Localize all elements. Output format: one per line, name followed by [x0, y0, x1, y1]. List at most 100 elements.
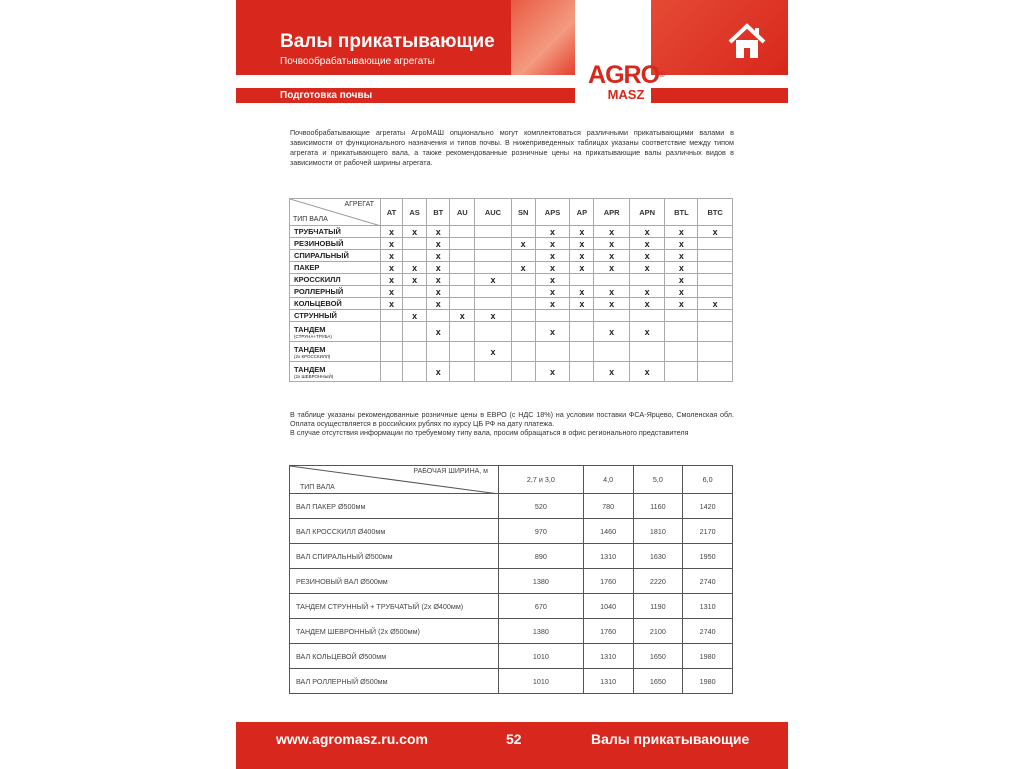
- matrix-cell: x: [379, 297, 404, 310]
- matrix-cell: [474, 225, 512, 238]
- footer-bar: www.agromasz.ru.com 52 Валы прикатывающи…: [236, 722, 788, 769]
- shaft-name: ВАЛ КОЛЬЦЕВОЙ Ø500мм: [289, 643, 499, 669]
- matrix-cell: [449, 261, 476, 274]
- matrix-cell: x: [628, 321, 666, 342]
- matrix-cell: [510, 297, 536, 310]
- matrix-cell: x: [697, 297, 733, 310]
- matrix-cell: [510, 341, 536, 362]
- check-mark: x: [644, 250, 650, 261]
- matrix-cell: x: [474, 309, 512, 322]
- matrix-cell: [474, 237, 512, 250]
- matrix-cell: [510, 249, 536, 262]
- check-mark: x: [412, 310, 418, 321]
- matrix-row: СТРУННЫЙ x x x: [289, 309, 733, 322]
- check-mark: x: [435, 238, 441, 249]
- matrix-cell: x: [697, 225, 733, 238]
- check-mark: x: [678, 250, 684, 261]
- check-mark: x: [490, 346, 496, 357]
- check-mark: x: [550, 250, 556, 261]
- check-mark: x: [609, 226, 615, 237]
- price-cell: 1650: [632, 668, 684, 694]
- price-cell: 1010: [498, 643, 584, 669]
- matrix-cell: [697, 285, 733, 298]
- check-mark: x: [435, 250, 441, 261]
- matrix-cell: [697, 309, 733, 322]
- home-icon[interactable]: [726, 22, 768, 62]
- check-mark: x: [389, 298, 395, 309]
- matrix-cell: x: [426, 285, 451, 298]
- matrix-cell: [664, 321, 699, 342]
- price-cell: 2170: [682, 518, 733, 544]
- matrix-cell: [402, 237, 428, 250]
- matrix-column-header: BTC: [697, 198, 733, 226]
- matrix-column-header: BTL: [664, 198, 699, 226]
- price-cell: 1310: [582, 668, 634, 694]
- price-cell: 1810: [632, 518, 684, 544]
- price-row: ВАЛ КОЛЬЦЕВОЙ Ø500мм 1010 1310 1650 1980: [289, 643, 733, 669]
- matrix-cell: [402, 297, 428, 310]
- price-cell: 1190: [632, 593, 684, 619]
- matrix-cell: [402, 341, 428, 362]
- check-mark: x: [389, 262, 395, 273]
- matrix-cell: x: [510, 261, 536, 274]
- check-mark: x: [609, 286, 615, 297]
- matrix-cell: [449, 285, 476, 298]
- section-bar: Подготовка почвы: [236, 88, 575, 103]
- check-mark: x: [644, 286, 650, 297]
- price-cell: 1980: [682, 643, 733, 669]
- check-mark: x: [579, 262, 585, 273]
- matrix-cell: [569, 341, 595, 362]
- check-mark: x: [579, 298, 585, 309]
- check-mark: x: [678, 262, 684, 273]
- matrix-cell: x: [569, 237, 595, 250]
- matrix-cell: [449, 249, 476, 262]
- check-mark: x: [579, 250, 585, 261]
- check-mark: x: [389, 250, 395, 261]
- check-mark: x: [712, 226, 718, 237]
- matrix-cell: [628, 309, 666, 322]
- matrix-cell: x: [534, 285, 571, 298]
- check-mark: x: [520, 238, 526, 249]
- check-mark: x: [412, 274, 418, 285]
- matrix-cell: x: [664, 237, 699, 250]
- shaft-name: ВАЛ ПАКЕР Ø500мм: [289, 493, 499, 519]
- matrix-cell: [593, 341, 630, 362]
- price-cell: 2220: [632, 568, 684, 594]
- matrix-cell: [664, 361, 699, 382]
- check-mark: x: [644, 226, 650, 237]
- matrix-cell: [402, 249, 428, 262]
- matrix-cell: x: [449, 309, 476, 322]
- price-cell: 1650: [632, 643, 684, 669]
- price-cell: 1980: [682, 668, 733, 694]
- check-mark: x: [644, 262, 650, 273]
- check-mark: x: [389, 238, 395, 249]
- page-title: Валы прикатывающие: [280, 31, 495, 52]
- check-mark: x: [579, 226, 585, 237]
- matrix-cell: [474, 249, 512, 262]
- header-right-block: [651, 0, 788, 75]
- shaft-type-cell: СТРУННЫЙ: [289, 309, 381, 322]
- price-row: ВАЛ КРОССКИЛЛ Ø400мм 970 1460 1810 2170: [289, 518, 733, 544]
- check-mark: x: [550, 262, 556, 273]
- matrix-cell: x: [426, 273, 451, 286]
- check-mark: x: [609, 298, 615, 309]
- matrix-cell: [697, 273, 733, 286]
- matrix-cell: x: [593, 225, 630, 238]
- shaft-name: ВАЛ КРОССКИЛЛ Ø400мм: [289, 518, 499, 544]
- price-row: ВАЛ СПИРАЛЬНЫЙ Ø500мм 890 1310 1630 1950: [289, 543, 733, 569]
- matrix-cell: [379, 321, 404, 342]
- shaft-name: ВАЛ РОЛЛЕРНЫЙ Ø500мм: [289, 668, 499, 694]
- price-note: В таблице указаны рекомендованные рознич…: [290, 410, 734, 437]
- check-mark: x: [550, 298, 556, 309]
- matrix-cell: x: [664, 273, 699, 286]
- matrix-cell: [426, 341, 451, 362]
- price-cell: 1460: [582, 518, 634, 544]
- matrix-cell: x: [569, 225, 595, 238]
- matrix-cell: x: [593, 321, 630, 342]
- matrix-column-header: AP: [569, 198, 595, 226]
- matrix-cell: [697, 341, 733, 362]
- matrix-cell: [379, 341, 404, 362]
- matrix-cell: [664, 309, 699, 322]
- footer-url[interactable]: www.agromasz.ru.com: [276, 731, 428, 747]
- matrix-row: ПАКЕР x x x x x x x x x: [289, 261, 733, 274]
